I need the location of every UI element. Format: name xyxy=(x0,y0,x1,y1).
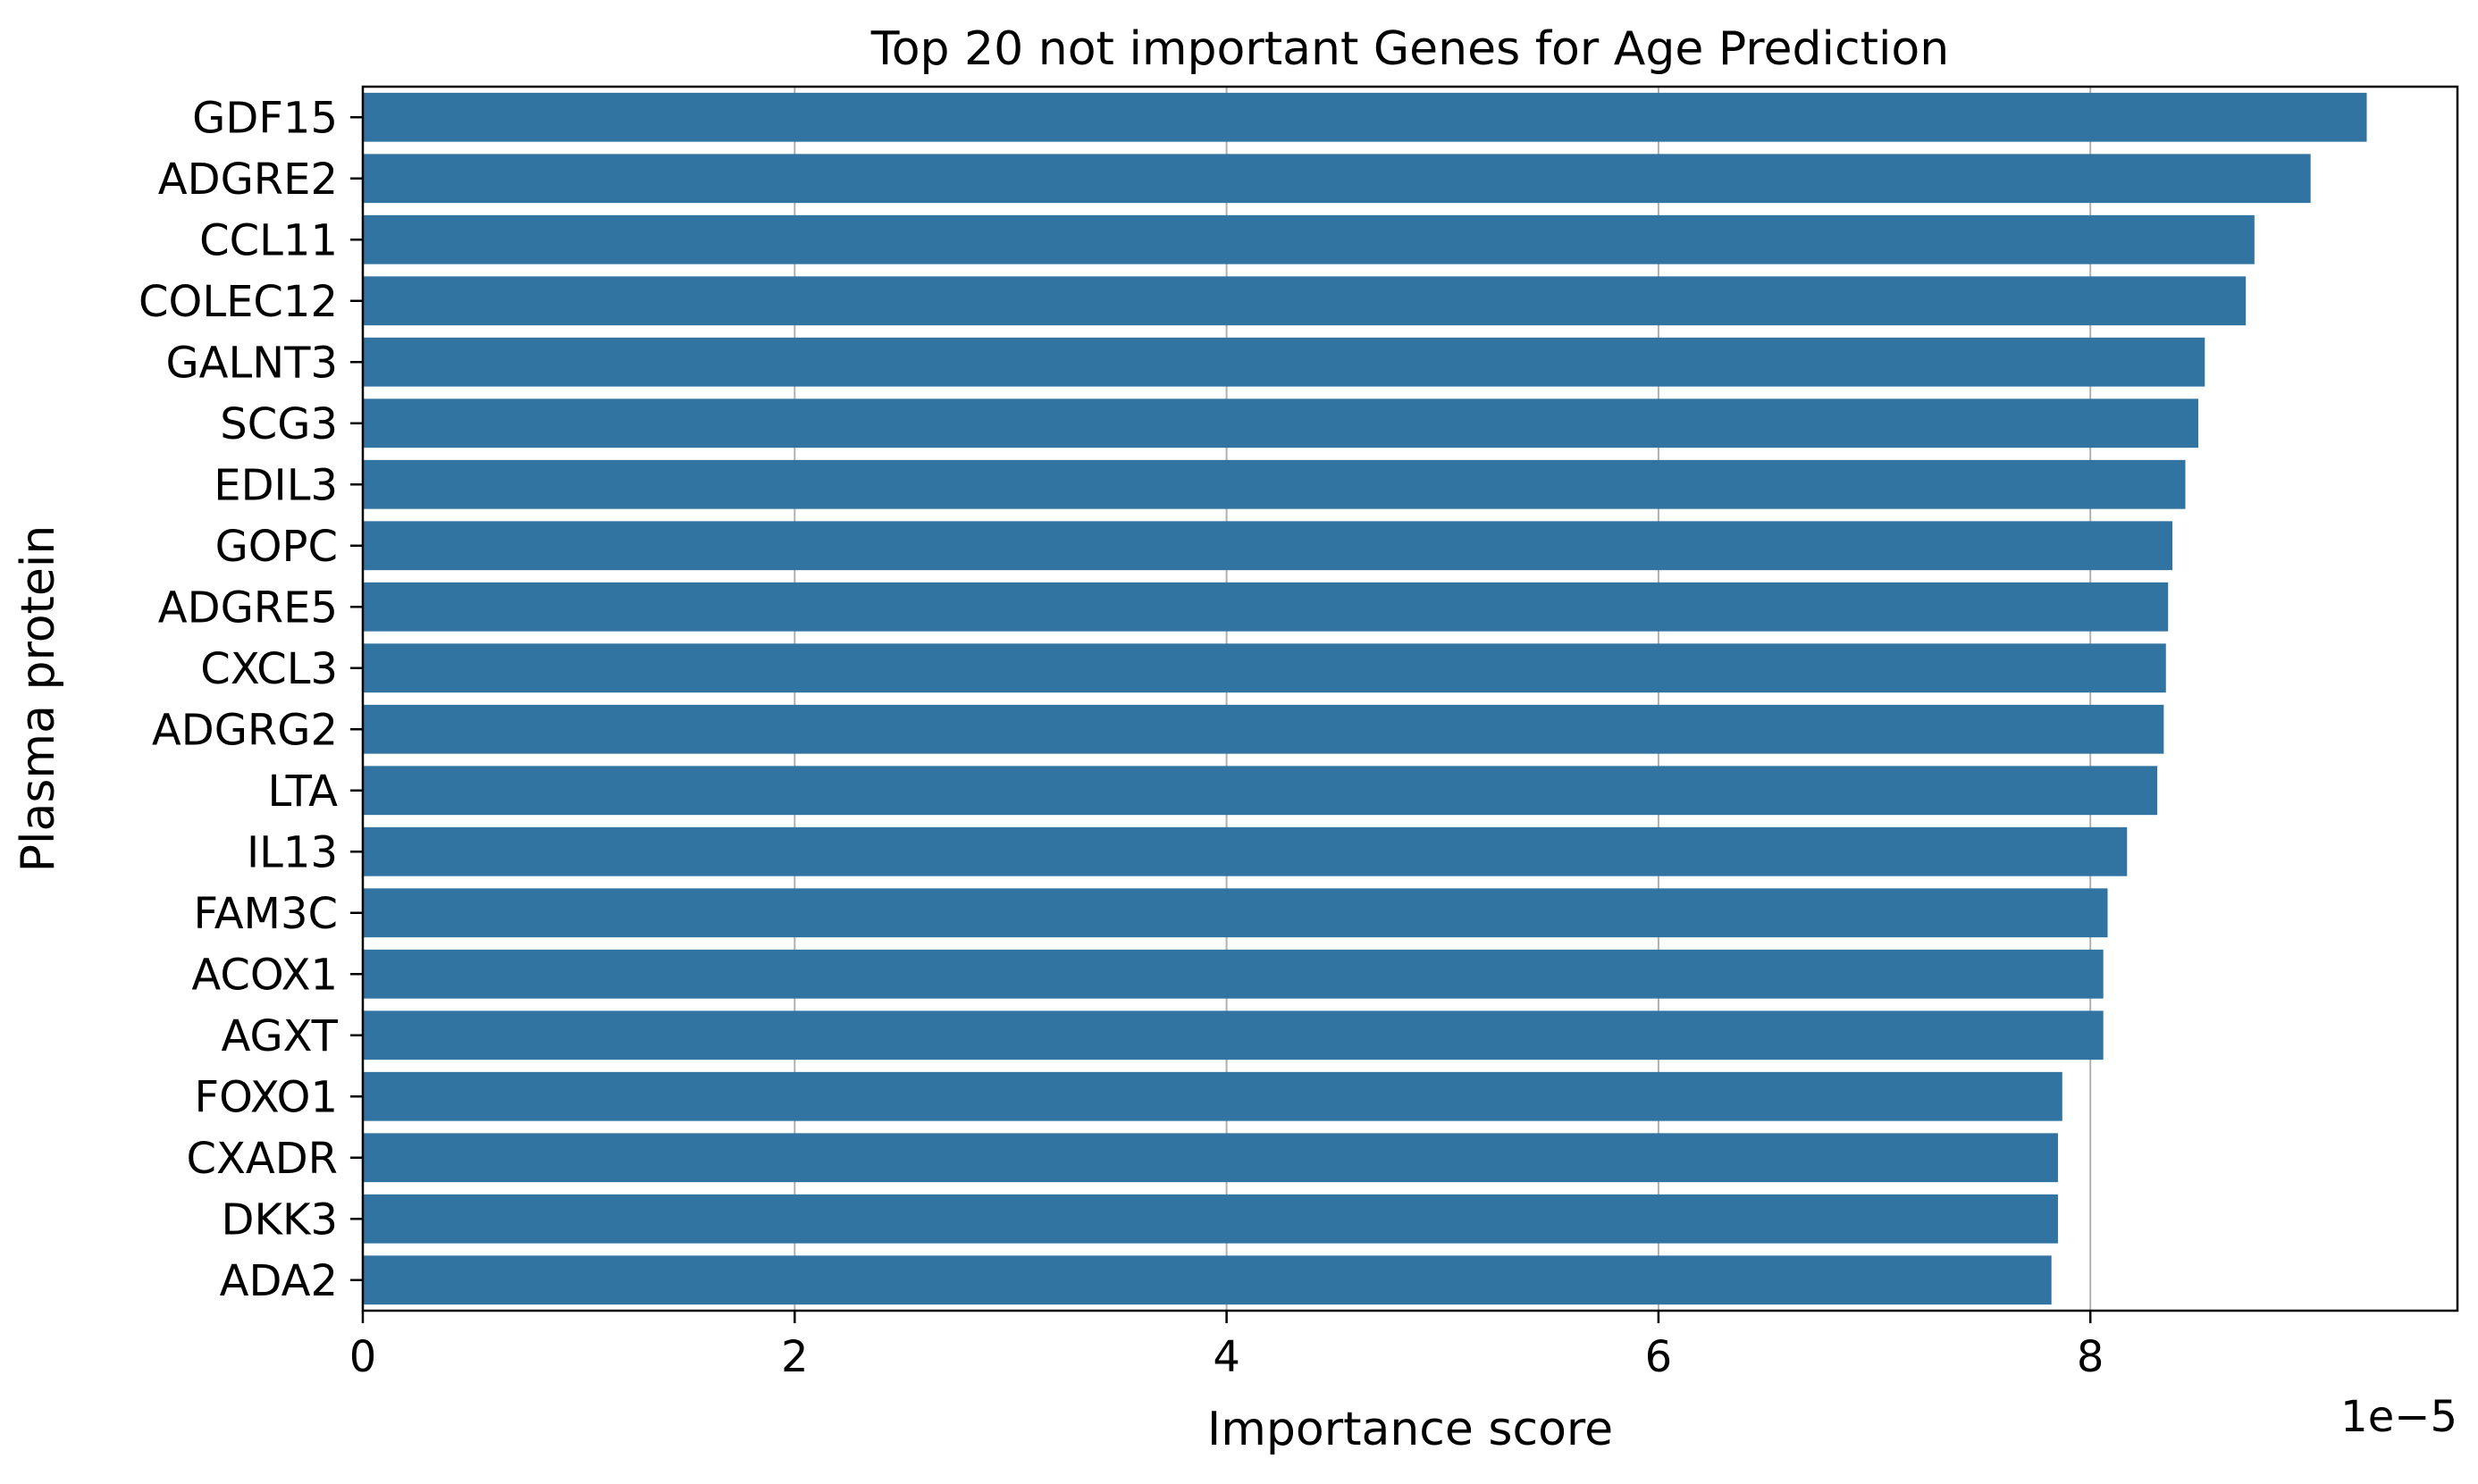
y-tick-label: GALNT3 xyxy=(165,338,338,388)
bar-edil3 xyxy=(363,459,2186,509)
bar-cxadr xyxy=(363,1133,2058,1183)
y-tick-label: FOXO1 xyxy=(195,1072,338,1122)
bar-agxt xyxy=(363,1010,2104,1061)
x-axis-offset-label: 1e−5 xyxy=(2340,1392,2457,1442)
bars xyxy=(363,92,2367,1305)
bar-il13 xyxy=(363,826,2128,876)
x-tick-label: 8 xyxy=(2077,1332,2104,1382)
bar-ada2 xyxy=(363,1255,2052,1305)
bar-gopc xyxy=(363,521,2173,571)
bar-acox1 xyxy=(363,949,2104,999)
y-ticks: GDF15 ADGRE2 CCL11 COLEC12 GALNT3 SCG3 EDIL3 GO… xyxy=(139,93,363,1306)
bar-adgre5 xyxy=(363,582,2169,632)
y-tick-label: ADGRE5 xyxy=(158,583,338,633)
bar-galnt3 xyxy=(363,337,2205,387)
y-tick-label: ADGRG2 xyxy=(152,705,338,755)
y-tick-label: LTA xyxy=(267,767,338,817)
y-axis-label: Plasma protein xyxy=(12,525,65,873)
y-tick-label: EDIL3 xyxy=(214,460,338,510)
bar-fam3c xyxy=(363,888,2108,938)
bar-gdf15 xyxy=(363,92,2367,142)
bar-adgrg2 xyxy=(363,704,2164,754)
y-tick-label: ADA2 xyxy=(220,1256,338,1306)
y-tick-label: AGXT xyxy=(221,1011,338,1061)
bar-scg3 xyxy=(363,398,2199,449)
chart-title: Top 20 not important Genes for Age Predi… xyxy=(870,22,1949,76)
y-tick-label: SCG3 xyxy=(220,399,338,449)
y-tick-label: CXADR xyxy=(186,1134,338,1184)
bar-colec12 xyxy=(363,276,2247,326)
x-tick-label: 6 xyxy=(1645,1332,1673,1382)
plot-frame xyxy=(361,85,2459,1312)
y-tick-label: ADGRE2 xyxy=(158,155,338,205)
x-ticks: 0 2 4 6 8 xyxy=(349,1311,2104,1382)
y-tick-label: GDF15 xyxy=(192,93,338,143)
bar-dkk3 xyxy=(363,1194,2058,1244)
x-tick-label: 4 xyxy=(1213,1332,1240,1382)
x-axis-label: Importance score xyxy=(1207,1403,1613,1456)
y-tick-label: DKK3 xyxy=(222,1195,338,1245)
y-tick-label: GOPC xyxy=(215,522,338,572)
bar-foxo1 xyxy=(363,1071,2062,1121)
bar-cxcl3 xyxy=(363,643,2166,693)
y-tick-label: IL13 xyxy=(247,827,338,877)
y-tick-label: ACOX1 xyxy=(191,950,338,1000)
y-tick-label: CXCL3 xyxy=(200,644,338,694)
bar-adgre2 xyxy=(363,154,2311,204)
x-tick-label: 2 xyxy=(781,1332,809,1382)
x-tick-label: 0 xyxy=(349,1332,377,1382)
y-tick-label: CCL11 xyxy=(199,215,338,265)
bar-ccl11 xyxy=(363,214,2255,264)
y-tick-label: FAM3C xyxy=(193,889,338,939)
y-tick-label: COLEC12 xyxy=(139,277,338,327)
bar-lta xyxy=(363,766,2158,816)
